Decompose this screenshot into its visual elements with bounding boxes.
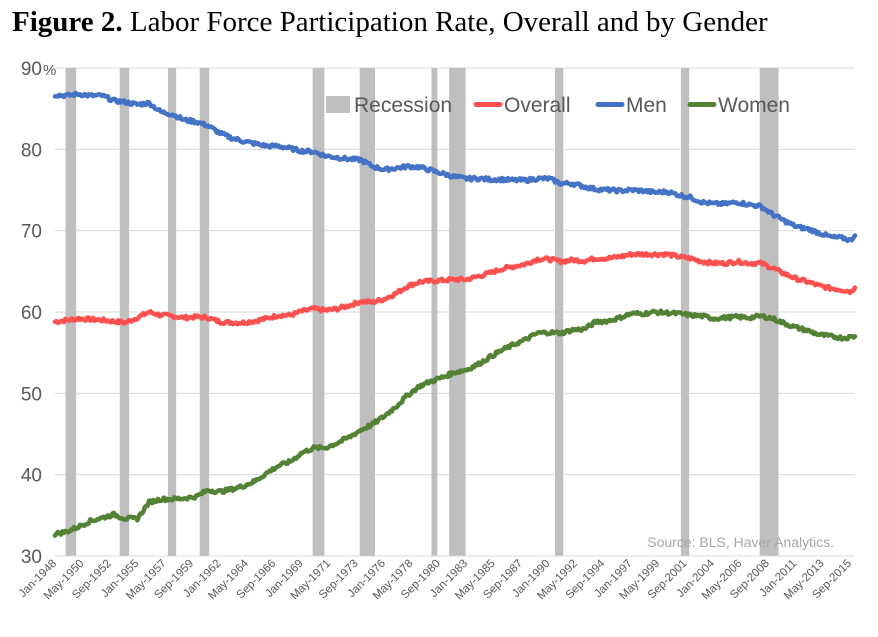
recession-bar xyxy=(359,68,375,556)
legend-label: Women xyxy=(718,94,790,117)
legend: Recession Overall Men Women xyxy=(326,94,790,117)
series-line-women xyxy=(52,308,858,538)
y-tick-label: 70 xyxy=(21,222,42,243)
legend-item-overall: Overall xyxy=(473,94,571,117)
legend-item-recession: Recession xyxy=(326,94,452,117)
y-unit-label: % xyxy=(43,62,56,79)
recession-bar xyxy=(449,68,466,556)
figure-label: Figure 2. xyxy=(12,6,123,38)
chart-title: Figure 2. Labor Force Participation Rate… xyxy=(12,6,768,39)
source-note: Source: BLS, Haver Analytics. xyxy=(647,534,834,550)
y-tick-label: 80 xyxy=(21,140,42,161)
recession-bar xyxy=(65,68,77,556)
series-lines xyxy=(52,90,858,538)
series-line-overall xyxy=(52,250,858,327)
recession-bar xyxy=(119,68,130,556)
recession-bar xyxy=(312,68,325,556)
recession-bar xyxy=(167,68,177,556)
recession-bar xyxy=(199,68,210,556)
y-tick-label: 90 xyxy=(21,59,42,80)
y-tick-label: 40 xyxy=(21,466,42,487)
y-axis: 30 40 50 60 70 80 90% xyxy=(21,59,56,568)
series-line-men xyxy=(52,90,858,244)
legend-label: Recession xyxy=(354,94,452,117)
y-tick-label: 50 xyxy=(21,384,42,405)
legend-item-women: Women xyxy=(687,94,790,117)
legend-label: Men xyxy=(626,94,667,117)
recession-bar xyxy=(431,68,438,556)
recession-bar xyxy=(555,68,564,556)
legend-label: Overall xyxy=(504,94,571,117)
x-axis: Jan-1948May-1950Sep-1952Jan-1955May-1957… xyxy=(17,555,855,602)
legend-swatch xyxy=(326,96,350,113)
recession-bar xyxy=(759,68,779,556)
figure-title: Labor Force Participation Rate, Overall … xyxy=(129,6,768,38)
legend-item-men: Men xyxy=(595,94,667,117)
y-tick-label: 30 xyxy=(21,547,42,568)
y-tick-label: 60 xyxy=(21,303,42,324)
